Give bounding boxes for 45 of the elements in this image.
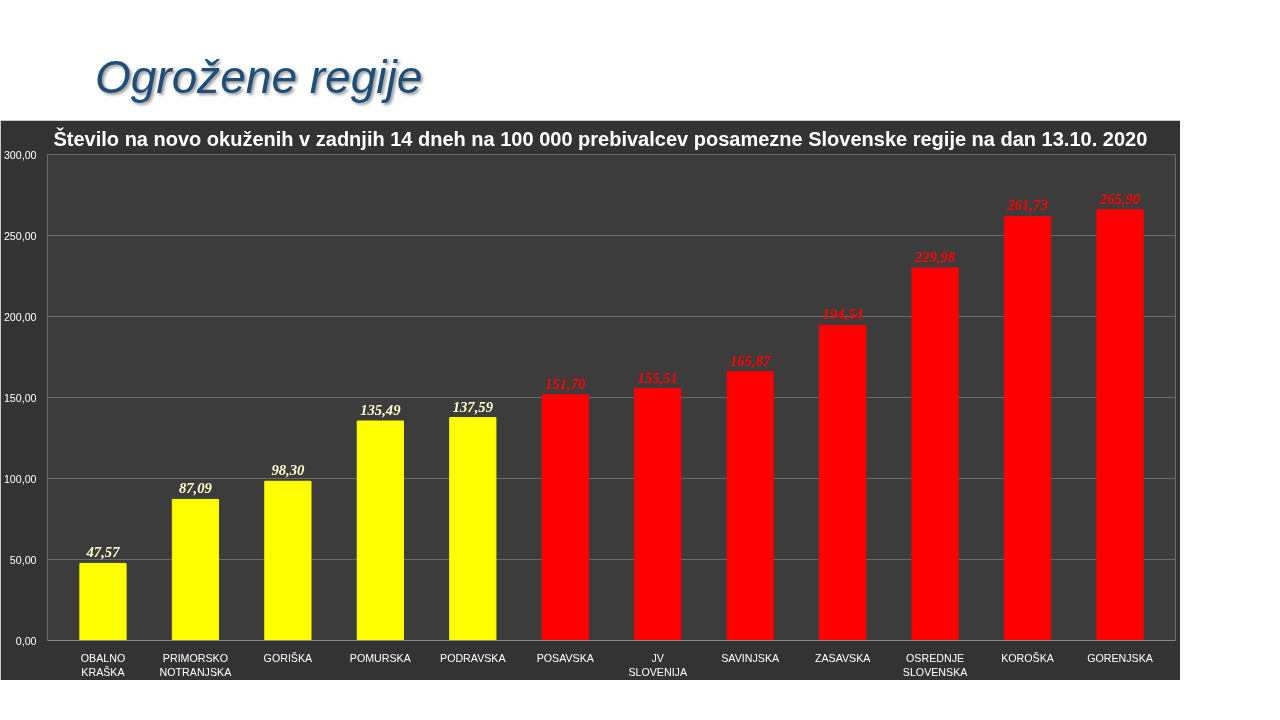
- data-label: 155,51: [637, 369, 678, 386]
- x-tick-label: ZASAVSKA: [814, 651, 872, 664]
- bar: [911, 267, 959, 641]
- y-tick-label: 0,00: [15, 634, 37, 647]
- chart-subtitle: Število na novo okuženih v zadnjih 14 dneh na 100 000 prebivalcev posamezne Slovenske regije na dan 13.10. 2020: [53, 126, 1148, 150]
- y-tick-label: 200,00: [3, 310, 37, 323]
- data-label: 47,57: [85, 544, 121, 561]
- bar: [264, 480, 312, 641]
- data-label: 194,54: [822, 306, 863, 323]
- x-tick-label: POMURSKA: [349, 651, 412, 664]
- bar: [171, 498, 220, 641]
- x-tick-label: PRIMORSKO NOTRANJSKA: [159, 651, 233, 678]
- data-label: 265,90: [1098, 190, 1141, 207]
- y-tick-label: 150,00: [3, 391, 37, 404]
- bar: [449, 417, 497, 641]
- x-tick-label: OBALNO KRAŠKA: [80, 651, 126, 678]
- bar: [79, 562, 127, 641]
- data-label: 135,49: [360, 402, 402, 419]
- chart-title: Ogrožene regije: [95, 50, 423, 105]
- y-tick-label: 50,00: [9, 553, 37, 566]
- x-tick-label: OSREDNJE SLOVENSKA: [902, 651, 969, 678]
- x-tick-label: GORENJSKA: [1087, 651, 1154, 664]
- bar: [819, 324, 867, 641]
- data-label: 229,98: [913, 248, 956, 265]
- bar: [634, 388, 682, 641]
- data-label: 98,30: [271, 462, 306, 479]
- bar: [726, 371, 774, 641]
- data-label: 151,70: [545, 375, 587, 392]
- data-label: 165,87: [730, 352, 772, 369]
- x-tick-label: SAVINJSKA: [721, 651, 780, 664]
- x-tick-label: GORIŠKA: [263, 651, 314, 664]
- bar: [356, 420, 404, 641]
- bar: [1003, 216, 1052, 641]
- data-label: 87,09: [178, 480, 213, 497]
- x-tick-label: POSAVSKA: [536, 651, 595, 664]
- y-tick-label: 100,00: [3, 472, 37, 485]
- data-label: 261,73: [1006, 197, 1048, 214]
- x-tick-label: PODRAVSKA: [440, 651, 507, 664]
- bar: [1096, 209, 1144, 641]
- y-tick-label: 300,00: [3, 148, 37, 161]
- x-tick-label: KOROŠKA: [1001, 651, 1055, 664]
- bar: [541, 394, 589, 641]
- x-tick-label: JV SLOVENIJA: [628, 651, 688, 678]
- data-label: 137,59: [452, 398, 494, 415]
- y-tick-label: 250,00: [3, 229, 37, 242]
